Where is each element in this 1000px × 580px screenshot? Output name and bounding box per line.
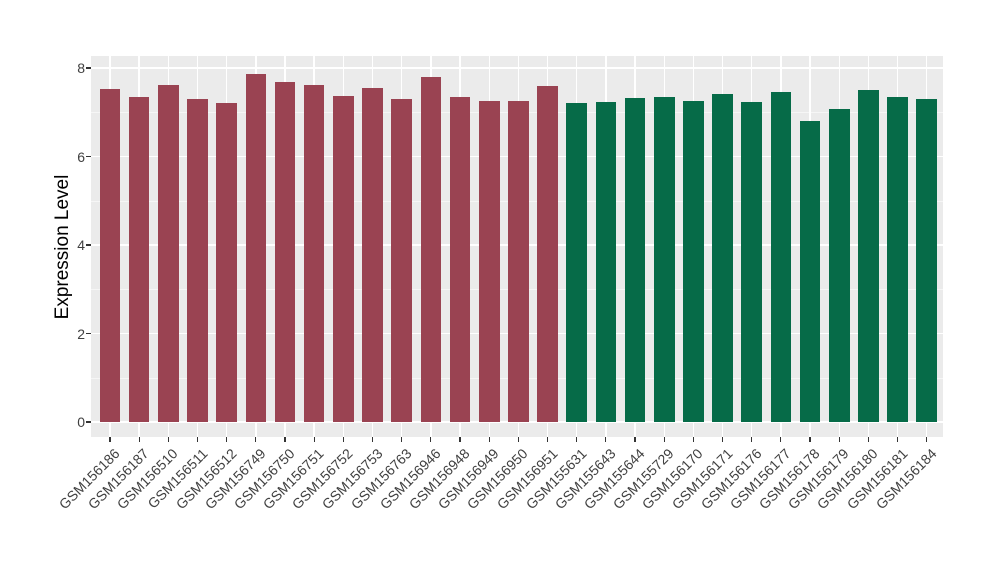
bar-GSM156750 [274,81,296,422]
y-tick-label: 6 [77,148,85,165]
y-tick-mark [86,244,91,246]
bar-GSM155644 [624,98,646,422]
x-tick-mark [488,437,490,442]
x-tick-mark [167,437,169,442]
bar-GSM156187 [128,96,150,422]
bar-GSM156177 [770,92,792,422]
x-tick-mark [459,437,461,442]
bar-GSM155643 [595,101,617,422]
bar-GSM156179 [828,109,850,422]
bar-GSM156950 [508,100,529,422]
y-tick-mark [86,421,91,423]
bar-GSM155631 [566,103,587,422]
x-tick-mark [196,437,199,442]
y-tick-mark [86,332,91,335]
x-tick-mark [926,437,928,442]
x-tick-mark [867,437,869,442]
bar-GSM155729 [653,96,675,422]
bar-GSM156178 [799,120,821,422]
y-tick-label: 4 [77,237,85,253]
x-tick-mark [809,437,811,442]
x-tick-mark [371,437,374,442]
x-tick-mark [109,437,111,442]
x-tick-mark [751,437,753,442]
bar-GSM156946 [420,77,442,422]
plot-panel [91,56,943,437]
x-tick-mark [517,437,519,442]
bar-GSM156186 [99,88,121,422]
bar-GSM156511 [187,98,208,422]
x-tick-mark [896,437,899,442]
x-tick-mark [721,437,724,442]
bar-GSM156510 [158,85,179,422]
bar-GSM156949 [478,100,500,422]
x-tick-mark [634,437,636,442]
bar-GSM156180 [858,90,879,422]
x-tick-mark [692,437,694,442]
x-tick-mark [401,437,403,442]
bar-GSM156181 [887,97,908,422]
major-gridline [91,421,943,423]
bar-GSM156948 [449,96,471,422]
x-tick-mark [663,437,665,442]
x-tick-mark [226,437,228,442]
bar-GSM156171 [712,94,733,422]
bar-GSM156512 [216,102,237,422]
bar-GSM156176 [741,101,763,422]
y-tick-mark [86,67,91,69]
bar-GSM156170 [683,100,704,422]
x-tick-mark [546,437,549,442]
bar-GSM156951 [537,85,558,422]
y-tick-mark [86,155,91,158]
x-tick-mark [838,437,840,442]
x-tick-mark [313,437,315,442]
bar-GSM156184 [916,98,938,422]
bar-GSM156749 [245,74,267,422]
bar-GSM156753 [362,87,383,422]
x-tick-mark [576,437,578,442]
major-gridline [91,67,943,69]
bar-GSM156751 [303,84,325,422]
x-tick-mark [138,437,140,442]
y-tick-label: 2 [77,325,85,342]
y-tick-label: 8 [77,60,85,76]
x-tick-mark [342,437,344,442]
x-tick-mark [255,437,257,442]
bar-GSM156763 [391,98,412,422]
x-tick-mark [284,437,286,442]
y-tick-label: 0 [77,414,85,430]
bar-GSM156752 [333,95,354,422]
x-tick-mark [430,437,432,442]
x-tick-mark [780,437,782,442]
x-tick-mark [605,437,607,442]
